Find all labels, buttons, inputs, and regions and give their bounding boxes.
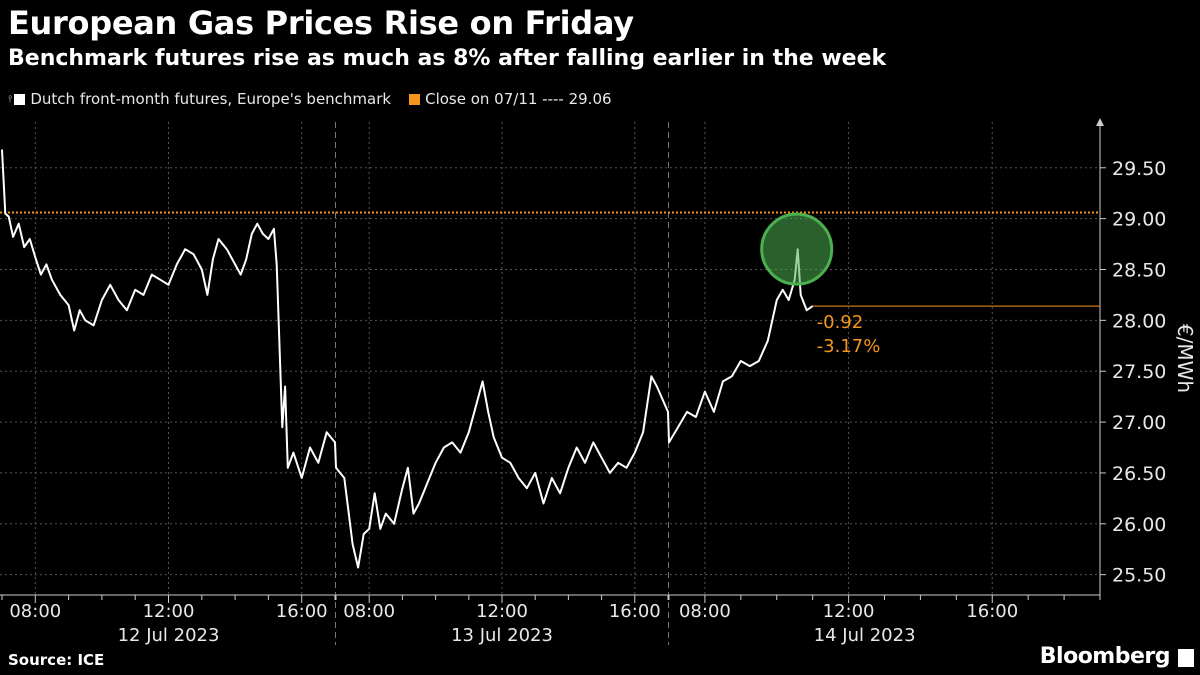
x-tick-label: 16:00 (276, 601, 328, 622)
chart-title: European Gas Prices Rise on Friday (8, 4, 634, 42)
x-tick-label: 08:00 (343, 601, 395, 622)
y-tick-label: 28.00 (1112, 310, 1166, 332)
y-tick-label: 25.50 (1112, 565, 1166, 587)
x-tick-label: 08:00 (679, 601, 731, 622)
y-tick-label: 29.00 (1112, 209, 1166, 231)
chart-subtitle: Benchmark futures rise as much as 8% aft… (8, 46, 887, 71)
legend-label-close: Close on 07/11 ---- 29.06 (425, 90, 612, 108)
y-axis-label: €/MWh (1173, 324, 1197, 393)
legend-swatch-close (409, 93, 421, 105)
series-line-dutch-futures (1, 149, 814, 569)
x-tick-label: 12:00 (823, 601, 875, 622)
x-date-label: 14 Jul 2023 (814, 625, 916, 646)
change-annotation: -0.92 (817, 312, 864, 333)
x-tick-label: 16:00 (966, 601, 1018, 622)
y-tick-label: 26.50 (1112, 463, 1166, 485)
legend-item-futures: ⫯ Dutch front-month futures, Europe's be… (8, 90, 391, 108)
x-tick-label: 12:00 (143, 601, 195, 622)
legend-swatch-futures (14, 93, 26, 105)
y-axis-arrow (1096, 118, 1104, 126)
x-tick-label: 16:00 (609, 601, 661, 622)
source-note: Source: ICE (8, 651, 105, 669)
change-pct-annotation: -3.17% (817, 336, 881, 357)
legend-item-close: Close on 07/11 ---- 29.06 (409, 90, 612, 108)
legend-label-futures: Dutch front-month futures, Europe's benc… (30, 90, 392, 108)
y-tick-label: 29.50 (1112, 158, 1166, 180)
brand-logo: Bloomberg (1039, 644, 1171, 669)
highlight-circle (760, 212, 834, 286)
y-tick-label: 27.50 (1112, 361, 1166, 383)
x-date-label: 12 Jul 2023 (118, 625, 220, 646)
y-tick-label: 27.00 (1112, 412, 1166, 434)
x-tick-label: 08:00 (9, 601, 61, 622)
terminal-icon (1178, 649, 1194, 667)
y-tick-label: 26.00 (1112, 514, 1166, 536)
pin-icon: ⫯ (8, 93, 13, 105)
legend: ⫯ Dutch front-month futures, Europe's be… (8, 90, 630, 108)
x-tick-label: 12:00 (476, 601, 528, 622)
y-tick-label: 28.50 (1112, 259, 1166, 281)
x-date-label: 13 Jul 2023 (451, 625, 553, 646)
